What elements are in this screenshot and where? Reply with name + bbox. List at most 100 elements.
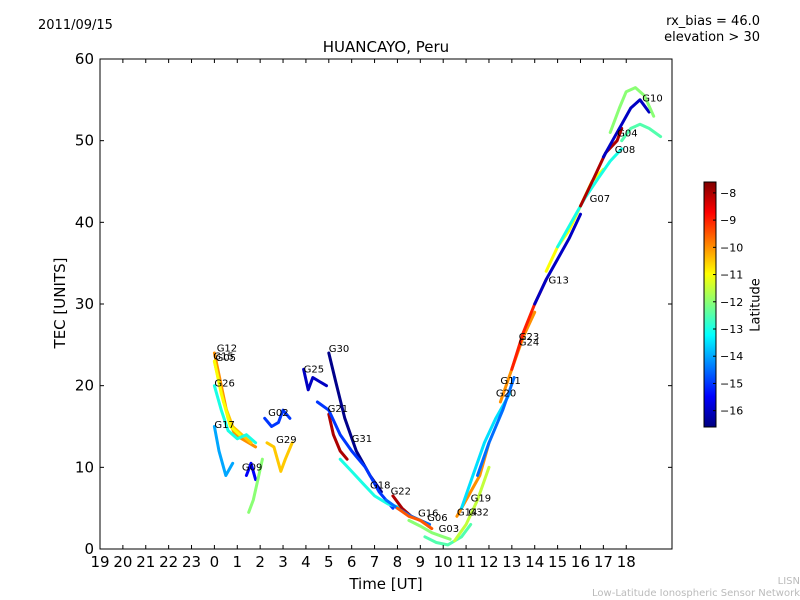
- x-tick-label: 17: [594, 553, 613, 571]
- series-line-g10: [601, 98, 651, 159]
- sat-label-g12: G12: [217, 343, 237, 354]
- series-line-g09: [244, 461, 258, 482]
- series-line-g25: [302, 367, 328, 392]
- series-line-g30: [327, 351, 383, 494]
- footer-lisn: LISN: [777, 576, 800, 587]
- sat-label-g11: G11: [500, 376, 520, 387]
- series-line-g29: [265, 441, 294, 473]
- sat-label-g20: G20: [496, 388, 516, 399]
- series-line-g06: [395, 506, 434, 531]
- y-tick-label: 0: [84, 540, 94, 558]
- sat-label-g23: G23: [519, 332, 539, 343]
- series-line-g21: [327, 412, 349, 461]
- x-tick-label: 13: [502, 553, 521, 571]
- sat-label-g17: G17: [214, 420, 234, 431]
- series-line-g11: [476, 376, 516, 477]
- x-tick-label: 20: [113, 553, 132, 571]
- sat-label-g29: G29: [276, 435, 296, 446]
- colorbar-ticks: −8 −9 −10 −11 −12 −13 −14 −15 −16: [713, 187, 743, 418]
- series-line-g05: [212, 359, 242, 437]
- chart-title: HUANCAYO, Peru: [322, 38, 450, 56]
- series-line-g03: [407, 518, 452, 541]
- colorbar-tick-label: −16: [720, 405, 743, 418]
- colorbar-tick-label: −8: [720, 187, 736, 200]
- sat-label-g06: G06: [427, 513, 447, 524]
- series-line-g31: [315, 400, 395, 510]
- sat-label-g03: G03: [439, 524, 459, 535]
- series-line-g08: [556, 147, 624, 249]
- x-axis-label: Time [UT]: [349, 575, 423, 593]
- satellite-label-layer: G12G15G05G26G17G09G02G29G25G30G21G31G18G…: [213, 93, 662, 534]
- y-tick-label: 20: [75, 377, 94, 395]
- x-tick-label: 16: [571, 553, 590, 571]
- x-tick-label: 5: [324, 553, 334, 571]
- series-line-g13: [533, 212, 582, 306]
- series-line-g32: [453, 465, 491, 543]
- sat-label-g09: G09: [242, 463, 262, 474]
- x-tick-label: 10: [434, 553, 453, 571]
- y-tick-label: 10: [75, 458, 94, 476]
- x-tick-label: 9: [416, 553, 426, 571]
- x-tick-label: 6: [347, 553, 357, 571]
- colorbar-gradient: [703, 181, 717, 428]
- sat-label-g30: G30: [329, 344, 349, 355]
- x-tick-label: 0: [210, 553, 220, 571]
- footer-network-name: Low-Latitude Ionospheric Sensor Network: [592, 588, 800, 599]
- x-tick-label: 22: [159, 553, 178, 571]
- sat-label-g04: G04: [617, 129, 637, 140]
- colorbar-tick-label: −15: [720, 377, 743, 390]
- sat-label-g08: G08: [615, 145, 635, 156]
- date-label: 2011/09/15: [38, 18, 113, 33]
- sat-label-g14: G14: [457, 508, 477, 519]
- sat-label-g07: G07: [590, 194, 610, 205]
- series-line-g02: [263, 408, 292, 428]
- x-tick-label: 12: [479, 553, 498, 571]
- sat-label-g26: G26: [214, 378, 234, 389]
- sat-label-g25: G25: [304, 365, 324, 376]
- x-tick-label: 21: [136, 553, 155, 571]
- series-line-g14: [423, 523, 473, 547]
- series-line-g12: [212, 351, 258, 449]
- series-line-g10b: [608, 86, 656, 134]
- x-tick-label: 8: [393, 553, 403, 571]
- sat-label-g16: G16: [418, 508, 438, 519]
- rx-bias-label: rx_bias = 46.0: [666, 14, 760, 29]
- x-tick-label: 19: [90, 553, 109, 571]
- sat-label-g21: G21: [328, 404, 348, 415]
- colorbar-tick-label: −13: [720, 323, 743, 336]
- x-tick-label: 18: [617, 553, 636, 571]
- colorbar-tick-label: −12: [720, 296, 743, 309]
- sat-label-g32: G32: [468, 508, 488, 519]
- y-tick-label: 50: [75, 132, 94, 150]
- sat-label-g13: G13: [548, 276, 568, 287]
- series-line-g26: [212, 384, 258, 445]
- plot-frame: [99, 58, 673, 550]
- x-tick-label: 11: [457, 553, 476, 571]
- x-axis-ticks: 19 20 21 22 23 0 1 2 3 4 5 6 7 8 9 10 11 12 13 14 15 16 17 18: [90, 59, 636, 571]
- x-tick-label: 1: [233, 553, 243, 571]
- x-tick-label: 14: [525, 553, 544, 571]
- series-line-g17: [212, 425, 235, 477]
- series-line-g10c: [620, 122, 663, 143]
- y-tick-label: 40: [75, 213, 94, 231]
- series-layer: [212, 86, 663, 547]
- y-tick-label: 30: [75, 295, 94, 313]
- x-tick-label: 7: [370, 553, 380, 571]
- x-tick-label: 2: [255, 553, 265, 571]
- sat-label-g15: G15: [213, 352, 233, 363]
- sat-label-g24: G24: [519, 338, 539, 349]
- sat-label-g10: G10: [642, 93, 662, 104]
- x-tick-label: 4: [301, 553, 311, 571]
- colorbar: [703, 181, 717, 428]
- sat-label-g22: G22: [391, 486, 411, 497]
- sat-label-g02: G02: [268, 408, 288, 419]
- sat-label-g18: G18: [370, 481, 390, 492]
- sat-label-g05: G05: [216, 353, 236, 364]
- colorbar-tick-label: −9: [720, 214, 736, 227]
- sat-label-g31: G31: [352, 434, 372, 445]
- sat-label-g19: G19: [471, 494, 491, 505]
- colorbar-tick-label: −14: [720, 350, 743, 363]
- colorbar-tick-label: −10: [720, 241, 743, 254]
